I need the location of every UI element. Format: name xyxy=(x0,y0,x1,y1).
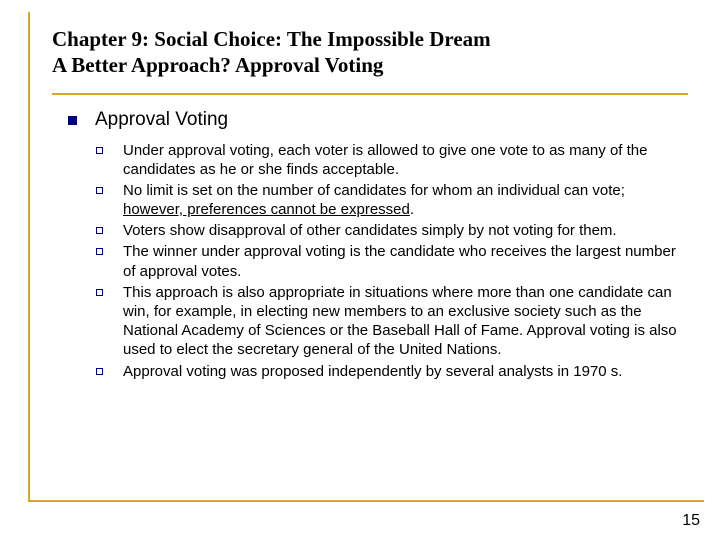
text-pre: No limit is set on the number of candida… xyxy=(123,182,625,199)
list-item-text: Approval voting was proposed independent… xyxy=(123,362,622,381)
list-item: No limit is set on the number of candida… xyxy=(96,181,678,219)
list-item: Under approval voting, each voter is all… xyxy=(96,141,678,179)
hollow-square-bullet-icon xyxy=(96,187,103,194)
square-bullet-icon xyxy=(68,116,77,125)
page-number: 15 xyxy=(682,512,700,530)
list-item-text: This approach is also appropriate in sit… xyxy=(123,283,678,360)
text-underlined: however, preferences cannot be expressed xyxy=(123,201,410,218)
section-heading-row: Approval Voting xyxy=(68,109,678,131)
list-item-text: Under approval voting, each voter is all… xyxy=(123,141,678,179)
list-item-text: Voters show disapproval of other candida… xyxy=(123,221,617,240)
text-post: . xyxy=(410,201,414,218)
hollow-square-bullet-icon xyxy=(96,248,103,255)
list-item: This approach is also appropriate in sit… xyxy=(96,283,678,360)
title-block: Chapter 9: Social Choice: The Impossible… xyxy=(30,12,704,87)
hollow-square-bullet-icon xyxy=(96,147,103,154)
content-area: Approval Voting Under approval voting, e… xyxy=(30,95,704,381)
section-heading: Approval Voting xyxy=(95,109,228,131)
slide-frame: Chapter 9: Social Choice: The Impossible… xyxy=(28,12,704,502)
chapter-title-line2: A Better Approach? Approval Voting xyxy=(52,52,684,78)
bullet-list: Under approval voting, each voter is all… xyxy=(68,141,678,381)
list-item: Voters show disapproval of other candida… xyxy=(96,221,678,240)
chapter-title-line1: Chapter 9: Social Choice: The Impossible… xyxy=(52,26,684,52)
hollow-square-bullet-icon xyxy=(96,368,103,375)
hollow-square-bullet-icon xyxy=(96,227,103,234)
hollow-square-bullet-icon xyxy=(96,289,103,296)
list-item-text: No limit is set on the number of candida… xyxy=(123,181,678,219)
list-item: Approval voting was proposed independent… xyxy=(96,362,678,381)
list-item-text: The winner under approval voting is the … xyxy=(123,242,678,280)
list-item: The winner under approval voting is the … xyxy=(96,242,678,280)
